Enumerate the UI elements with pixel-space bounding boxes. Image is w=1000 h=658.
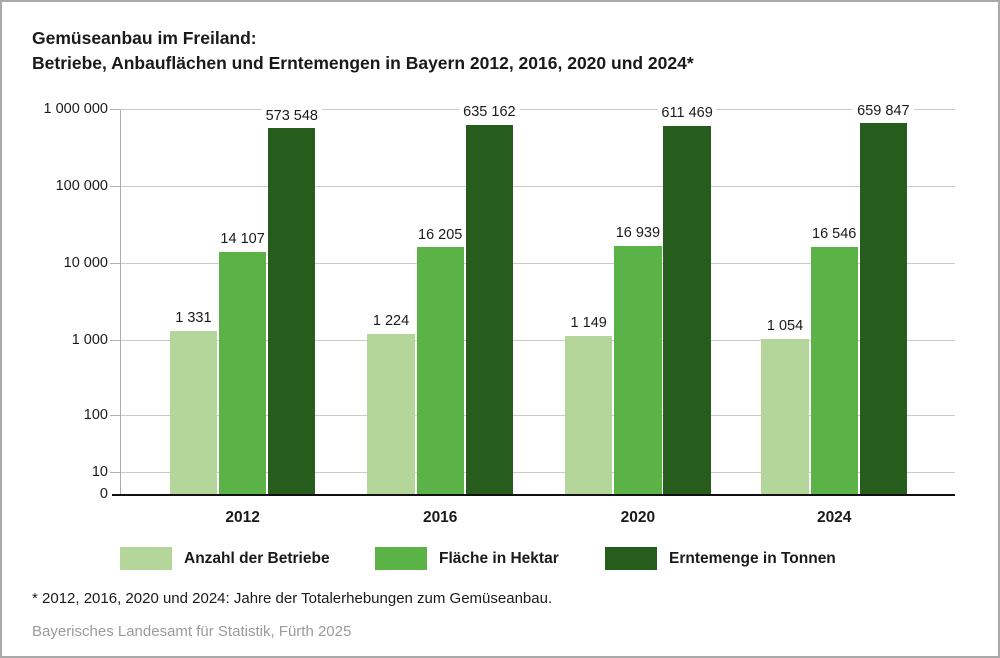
grid-line: [120, 186, 955, 187]
x-tick-label: 2020: [620, 509, 656, 526]
grid-line: [120, 263, 955, 264]
bar-value-label: 1 331: [171, 310, 216, 327]
legend-label: Fläche in Hektar: [439, 550, 559, 567]
grid-line: [120, 109, 955, 110]
y-axis-tick: [110, 340, 120, 341]
y-tick-label: 100: [83, 406, 108, 423]
bar-value-label: 1 224: [368, 313, 414, 330]
y-tick-label: 10: [91, 463, 108, 480]
bar: [367, 333, 415, 495]
y-axis-tick: [110, 109, 120, 110]
x-tick-label: 2012: [225, 509, 260, 526]
y-tick-label: 0: [99, 486, 108, 502]
bar: [859, 123, 908, 495]
bar: [663, 125, 711, 495]
bar-value-label: 611 469: [657, 105, 717, 122]
x-tick-label: 2016: [422, 509, 458, 526]
legend-swatch: [120, 547, 172, 570]
bar: [218, 251, 267, 495]
y-axis-tick: [110, 186, 120, 187]
x-tick-label: 2024: [816, 509, 852, 526]
bar-value-label: 16 205: [414, 226, 467, 243]
bar-value-label: 16 939: [611, 225, 665, 242]
bar: [614, 245, 662, 495]
bar-value-label: 659 847: [853, 102, 914, 119]
bar: [761, 338, 809, 495]
footnote: * 2012, 2016, 2020 und 2024: Jahre der T…: [32, 590, 553, 607]
bar-value-label: 14 107: [216, 231, 269, 248]
y-axis-line: [120, 109, 121, 495]
chart-title: Gemüseanbau im Freiland: Betriebe, Anbauf…: [32, 26, 694, 76]
grid-line: [120, 414, 955, 416]
legend-swatch: [375, 547, 427, 570]
y-tick-label: 100 000: [55, 178, 108, 194]
bar: [810, 246, 858, 495]
y-axis-tick: [110, 414, 120, 416]
bar-value-label: 573 548: [261, 107, 323, 124]
bar-value-label: 16 546: [808, 226, 861, 243]
legend-label: Anzahl der Betriebe: [184, 550, 330, 567]
bar: [169, 330, 218, 495]
grid-line: [120, 471, 955, 473]
legend-swatch: [605, 547, 657, 570]
bar: [268, 128, 316, 495]
y-axis-tick: [110, 263, 120, 264]
bar: [416, 247, 464, 495]
bar-value-label: 1 054: [762, 318, 808, 335]
chart-title-line2: Betriebe, Anbauflächen und Erntemengen i…: [32, 53, 694, 73]
x-axis-line: [112, 493, 955, 496]
y-tick-label: 1 000: [71, 332, 108, 348]
y-tick-label: 10 000: [63, 255, 108, 271]
source-note: Bayerisches Landesamt für Statistik, Für…: [32, 623, 352, 640]
bar-value-label: 1 149: [566, 315, 611, 332]
legend-label: Erntemenge in Tonnen: [669, 550, 836, 567]
bar: [465, 124, 514, 495]
grid-line: [120, 340, 955, 341]
y-axis-tick: [110, 471, 120, 473]
chart-title-line1: Gemüseanbau im Freiland:: [32, 28, 257, 48]
bar-value-label: 635 162: [459, 104, 520, 121]
bar: [565, 335, 613, 495]
y-tick-label: 1 000 000: [43, 101, 108, 117]
